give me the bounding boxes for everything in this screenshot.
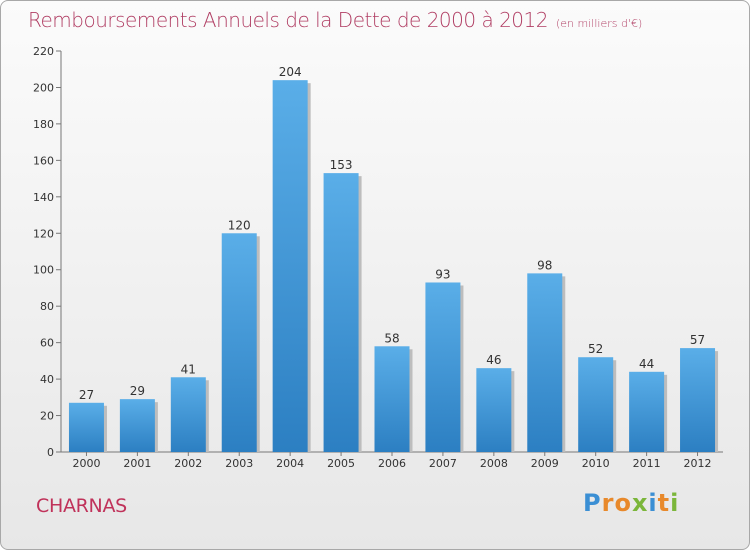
bar-value-label: 27 [79, 388, 94, 402]
bar [170, 377, 206, 452]
bar-value-label: 93 [435, 267, 450, 281]
logo-letter: o [614, 489, 632, 517]
bar [374, 346, 410, 452]
x-tick-label: 2003 [225, 457, 253, 470]
y-tick-label: 80 [40, 300, 54, 313]
logo-letter: i [670, 489, 680, 517]
bar-value-label: 153 [330, 158, 353, 172]
y-tick-label: 60 [40, 337, 54, 350]
bar [527, 273, 563, 452]
x-tick-label: 2002 [174, 457, 202, 470]
bar [323, 173, 359, 452]
y-tick-label: 100 [33, 264, 54, 277]
x-tick-label: 2005 [327, 457, 355, 470]
bar [629, 371, 665, 452]
bar-value-label: 57 [690, 333, 705, 347]
chart-bars [68, 80, 719, 452]
bar-value-label: 52 [588, 342, 603, 356]
chart-title: Remboursements Annuels de la Dette de 20… [28, 8, 642, 32]
bar-value-label: 98 [537, 258, 552, 272]
x-tick-label: 2004 [276, 457, 304, 470]
y-tick-label: 160 [33, 154, 54, 167]
x-tick-label: 2000 [72, 457, 100, 470]
chart-unit-note: (en milliers d'€) [555, 17, 643, 30]
chart-title-text: Remboursements Annuels de la Dette de 20… [28, 8, 548, 32]
bar [476, 368, 512, 452]
bar [680, 348, 716, 452]
logo-letter: x [631, 489, 649, 517]
bar-value-label: 44 [639, 357, 654, 371]
x-tick-label: 2006 [378, 457, 406, 470]
bar [578, 357, 614, 452]
y-tick-label: 220 [33, 45, 54, 58]
y-tick-label: 140 [33, 191, 54, 204]
y-tick-label: 20 [40, 410, 54, 423]
commune-name: CHARNAS [36, 495, 127, 517]
bar [119, 399, 155, 452]
bar-value-label: 204 [279, 65, 302, 79]
bar [272, 80, 308, 452]
bar [68, 402, 104, 452]
y-tick-label: 180 [33, 118, 54, 131]
y-tick-label: 40 [40, 373, 54, 386]
x-tick-label: 2011 [633, 457, 661, 470]
y-tick-label: 120 [33, 227, 54, 240]
proxiti-logo[interactable]: Proxiti [583, 489, 679, 517]
x-tick-label: 2009 [531, 457, 559, 470]
y-tick-label: 200 [33, 81, 54, 94]
x-tick-label: 2010 [582, 457, 610, 470]
bar [425, 282, 461, 452]
y-tick-label: 0 [47, 446, 54, 459]
logo-letter: i [648, 489, 658, 517]
bar-value-label: 46 [486, 353, 501, 367]
bar-value-label: 29 [130, 384, 145, 398]
bar-value-label: 120 [228, 218, 251, 232]
logo-letter: r [601, 489, 615, 517]
x-tick-label: 2012 [684, 457, 712, 470]
x-tick-label: 2007 [429, 457, 457, 470]
x-tick-label: 2008 [480, 457, 508, 470]
logo-letter: t [657, 489, 671, 517]
logo-letter: P [583, 489, 602, 517]
bar-value-label: 41 [181, 362, 196, 376]
bar [221, 233, 257, 452]
bar-value-label: 58 [384, 331, 399, 345]
x-tick-label: 2001 [123, 457, 151, 470]
chart-labels: 27 2000 29 2001 41 2002 120 2003 204 2004 153 2005 5… [72, 65, 711, 470]
